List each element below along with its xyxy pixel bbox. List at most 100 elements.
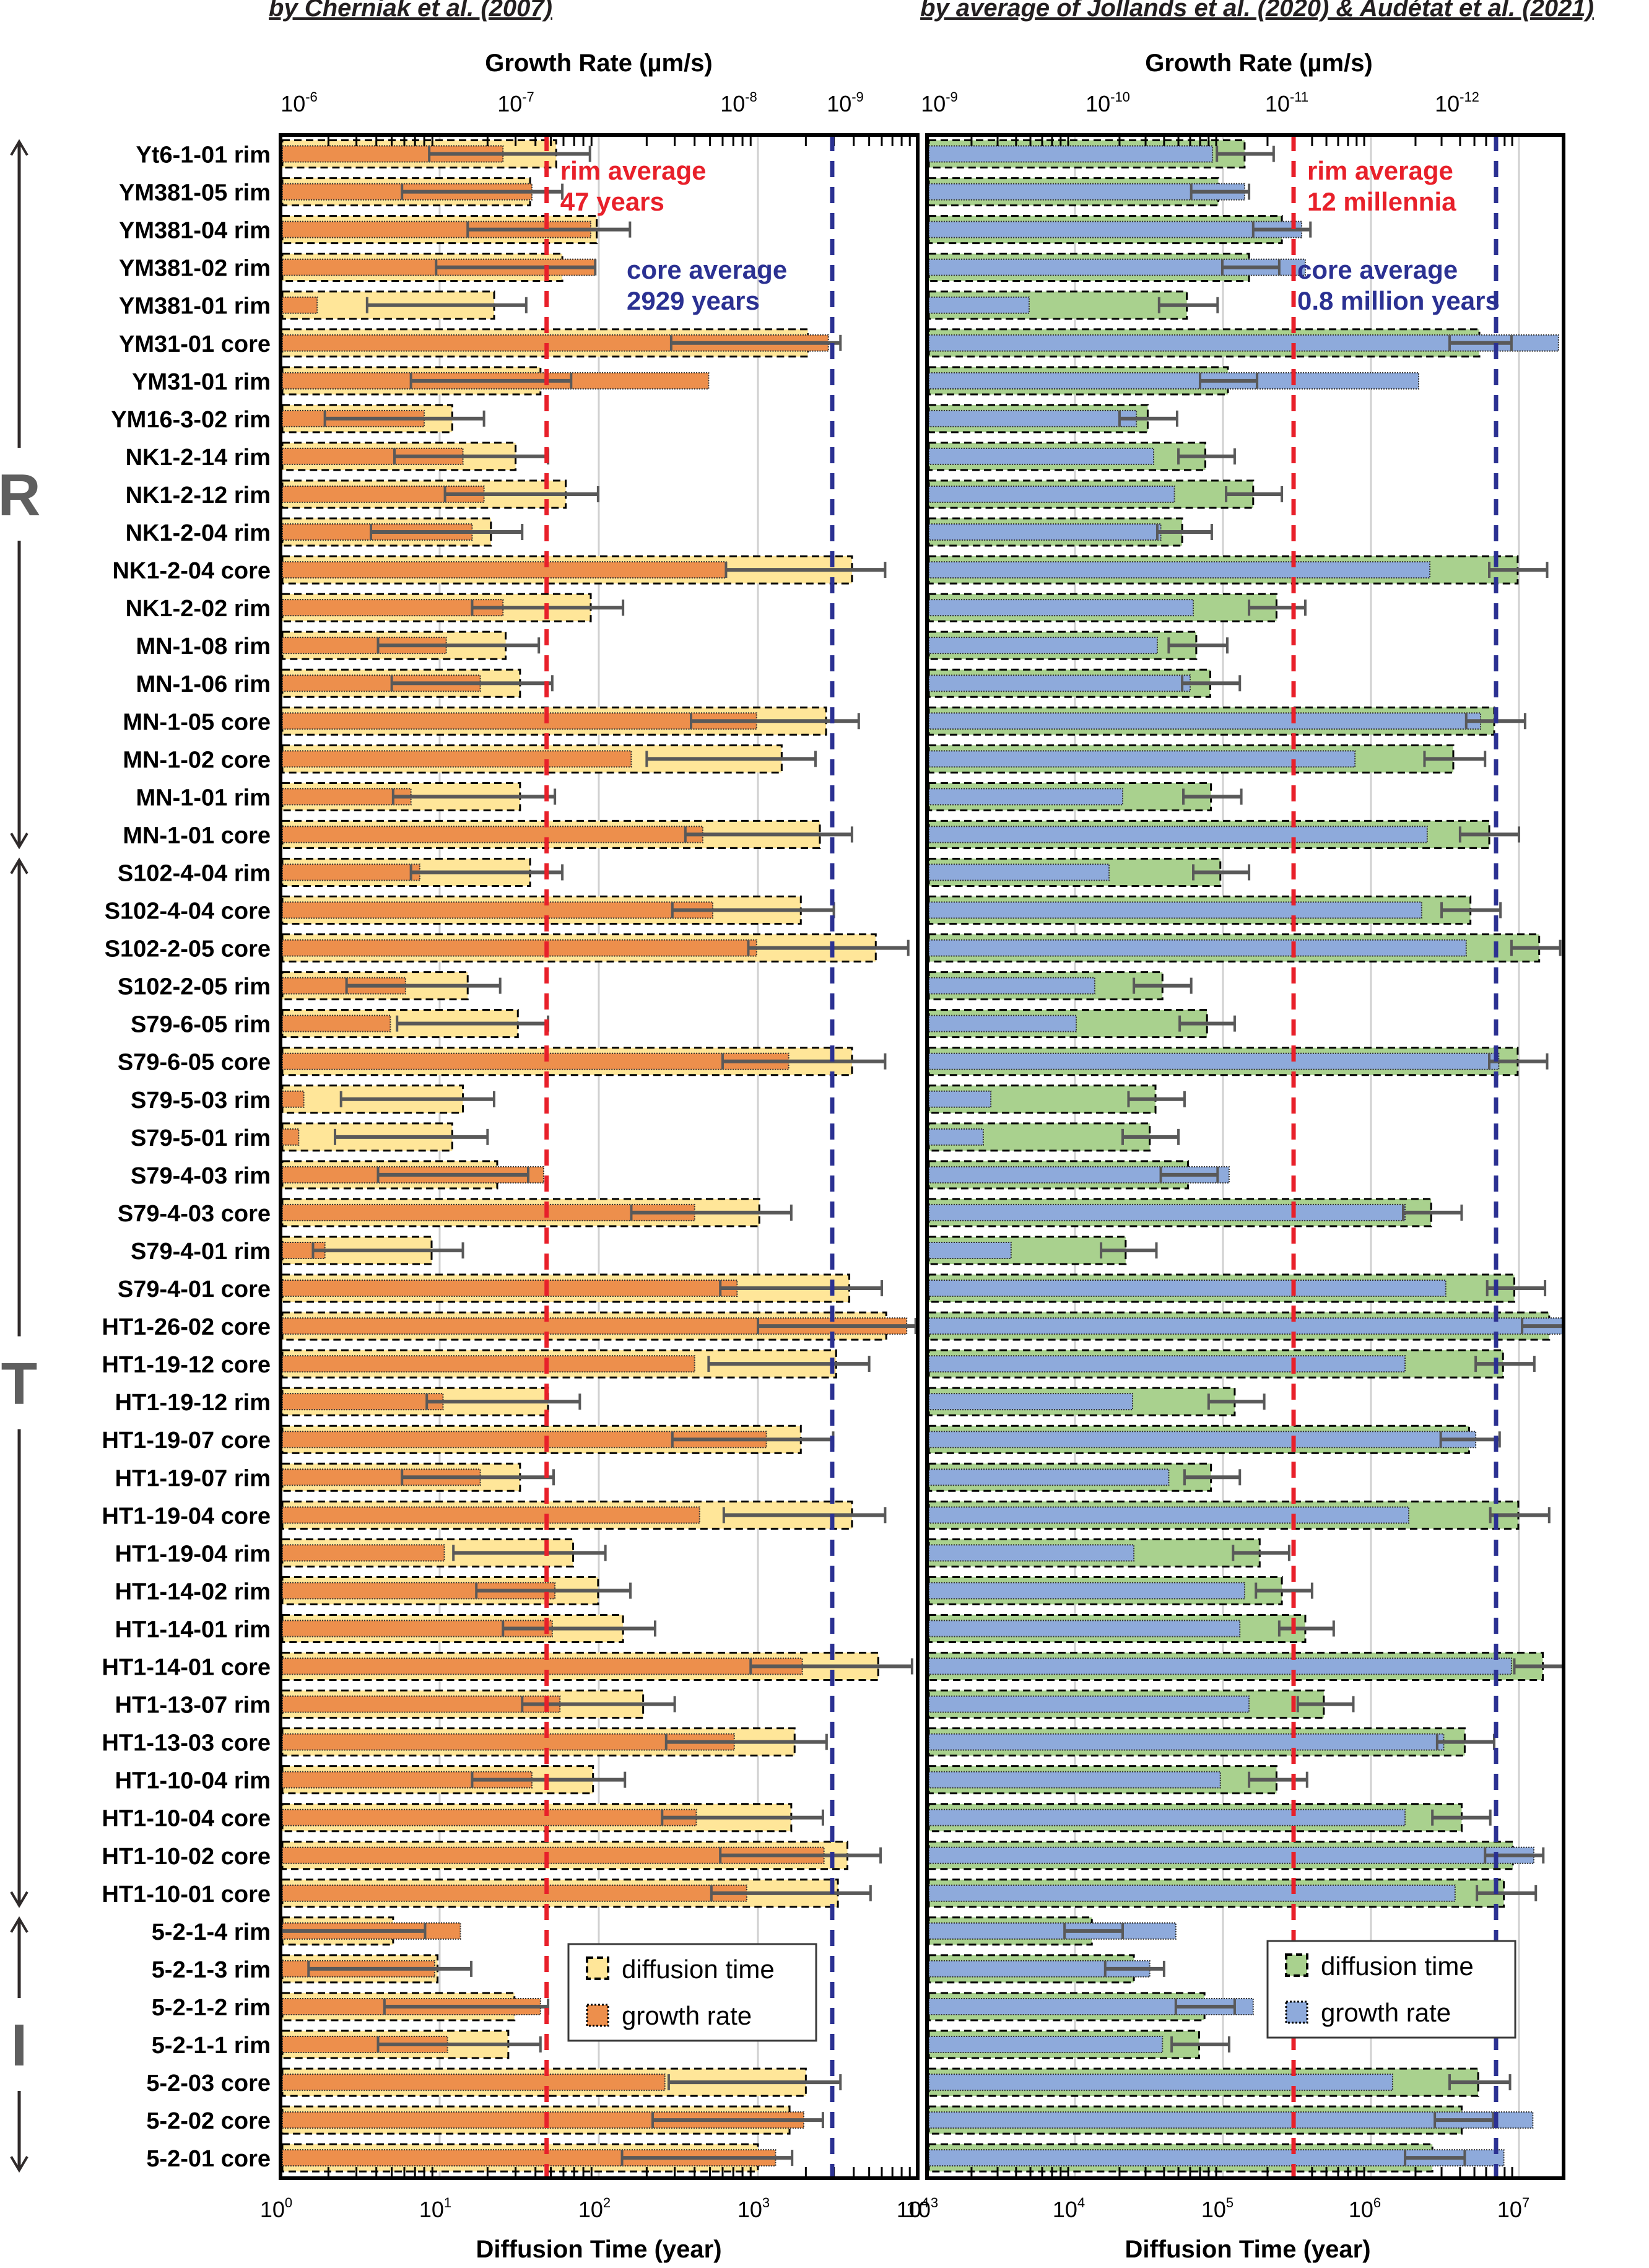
group-label: R <box>0 462 41 528</box>
category-label: HT1-10-02 core <box>102 1844 271 1870</box>
category-label: HT1-13-07 rim <box>115 1693 271 1719</box>
x-tick-exponent: 4 <box>921 2195 929 2210</box>
legend-growth-swatch <box>1285 2000 1308 2024</box>
x-tick-label: 106 <box>1349 2195 1381 2222</box>
growth-rate-bar <box>928 485 1175 503</box>
right-bars <box>928 139 1565 2173</box>
category-label: S102-2-05 rim <box>118 974 271 1000</box>
growth-rate-bar <box>928 296 1030 314</box>
category-label: NK1-2-12 rim <box>126 482 271 508</box>
category-label: MN-1-01 core <box>123 822 271 848</box>
growth-rate-bar <box>928 826 1428 844</box>
category-label: MN-1-05 core <box>123 709 271 735</box>
category-label: HT1-19-07 core <box>102 1428 271 1454</box>
growth-rate-bar <box>928 1393 1134 1411</box>
category-label: S79-5-01 rim <box>131 1125 271 1151</box>
growth-rate-bar <box>928 1808 1406 1826</box>
growth-rate-bar <box>928 1771 1221 1789</box>
category-label: YM381-04 rim <box>119 218 271 244</box>
growth-rate-bar <box>928 599 1194 617</box>
growth-rate-bar <box>282 1355 695 1373</box>
growth-rate-bar <box>282 599 504 617</box>
x-tick-exponent: 0 <box>285 2195 292 2210</box>
category-label: S102-2-05 core <box>105 936 271 962</box>
category-label: 5-2-1-3 rim <box>152 1957 271 1983</box>
x2-tick-exponent: -11 <box>1290 89 1308 105</box>
arrow-up-icon <box>10 139 28 156</box>
x-tick-label: 104 <box>1053 2195 1085 2222</box>
group-markers: R T I <box>0 139 41 2173</box>
growth-rate-bar <box>282 1657 803 1675</box>
category-label: HT1-14-01 rim <box>115 1616 271 1642</box>
category-label: S79-4-01 core <box>118 1276 271 1302</box>
growth-rate-bar <box>282 1884 747 1902</box>
category-labels: Yt6-1-01 rim YM381-05 rim YM381-04 rim YM38… <box>102 142 271 2173</box>
core-average-value: 2929 years <box>627 286 760 315</box>
category-label: S79-5-03 rim <box>131 1088 271 1114</box>
growth-rate-bar <box>928 145 1214 163</box>
growth-rate-bar <box>928 2074 1393 2091</box>
category-label: YM16-3-02 rim <box>111 407 271 433</box>
x-tick-label: 107 <box>1497 2195 1529 2222</box>
growth-rate-bar <box>928 637 1158 655</box>
x2-tick-exponent: -10 <box>1110 89 1130 105</box>
category-label: 5-2-03 core <box>146 2070 271 2096</box>
growth-rate-bar <box>928 1052 1500 1070</box>
growth-rate-bar <box>282 1052 790 1070</box>
legend-growth-label: growth rate <box>1321 1998 1451 2027</box>
rim-average-label: rim average <box>1307 156 1453 185</box>
category-label: S79-6-05 core <box>118 1050 271 1076</box>
category-label: Yt6-1-01 rim <box>136 142 271 168</box>
category-label: YM381-01 rim <box>119 294 271 320</box>
arrow-down-icon <box>10 2156 28 2173</box>
x2-tick-exponent: -8 <box>745 89 757 105</box>
legend-box <box>1266 1940 1516 2039</box>
category-label: S102-4-04 rim <box>118 860 271 886</box>
growth-rate-bar <box>928 863 1110 881</box>
growth-rate-bar <box>928 1582 1245 1600</box>
growth-rate-bar <box>282 1128 300 1146</box>
growth-rate-bar <box>282 1506 700 1524</box>
category-label: NK1-2-04 rim <box>126 520 271 546</box>
x2-tick-exponent: -12 <box>1460 89 1479 105</box>
growth-rate-bar <box>928 1846 1534 1864</box>
group-label: T <box>1 1351 38 1417</box>
x-tick-label: 105 <box>1201 2195 1233 2222</box>
category-label: HT1-10-04 core <box>102 1806 271 1832</box>
growth-rate-bar <box>282 750 632 768</box>
growth-rate-bar <box>928 447 1155 465</box>
growth-rate-bar <box>282 788 412 806</box>
growth-rate-bar <box>282 1808 697 1826</box>
growth-rate-bar <box>928 939 1467 957</box>
growth-rate-bar <box>282 1014 391 1032</box>
category-label: S79-4-03 rim <box>131 1163 271 1189</box>
growth-rate-bar <box>928 1014 1077 1032</box>
x-tick-exponent: 1 <box>444 2195 451 2210</box>
x-tick-exponent: 4 <box>1077 2195 1085 2210</box>
x2-tick-label: 10-11 <box>1265 89 1308 116</box>
category-label: NK1-2-02 rim <box>126 596 271 622</box>
category-label: S79-4-01 rim <box>131 1239 271 1265</box>
category-label: HT1-10-01 core <box>102 1882 271 1908</box>
growth-rate-bar <box>282 1280 738 1298</box>
category-label: HT1-19-12 rim <box>115 1390 271 1416</box>
x2-tick-exponent: -7 <box>522 89 534 105</box>
category-label: MN-1-02 core <box>123 747 271 773</box>
category-label: 5-2-02 core <box>146 2108 271 2134</box>
category-label: 5-2-1-2 rim <box>152 1995 271 2021</box>
growth-rate-bar <box>282 826 703 844</box>
category-label: HT1-10-04 rim <box>115 1768 271 1794</box>
growth-rate-bar <box>282 1620 553 1638</box>
growth-rate-bar <box>282 712 757 730</box>
growth-rate-bar <box>928 1280 1447 1298</box>
growth-rate-bar <box>282 2074 666 2091</box>
growth-rate-bar <box>282 939 757 957</box>
x-tick-label: 101 <box>419 2195 451 2222</box>
growth-rate-bar <box>282 296 318 314</box>
right-top-axis-title: Growth Rate (µm/s) <box>1145 50 1373 77</box>
category-label: HT1-19-04 rim <box>115 1541 271 1567</box>
growth-rate-bar <box>928 712 1481 730</box>
